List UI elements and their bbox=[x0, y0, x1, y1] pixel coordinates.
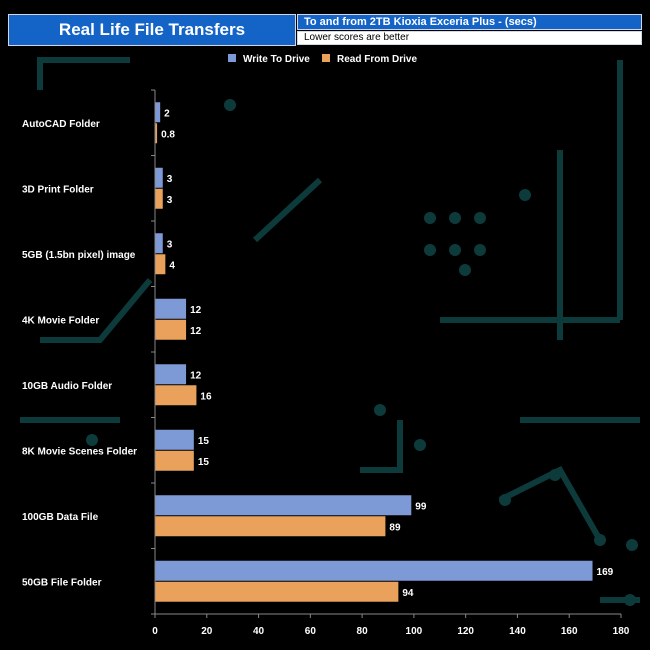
legend-swatch bbox=[322, 54, 330, 62]
x-tick-label: 180 bbox=[613, 626, 630, 637]
bar bbox=[155, 364, 187, 385]
bar bbox=[155, 188, 163, 209]
x-tick-label: 40 bbox=[253, 626, 265, 637]
data-label: 12 bbox=[190, 305, 202, 316]
data-label: 0.8 bbox=[161, 129, 175, 140]
bar bbox=[155, 516, 386, 537]
data-label: 4 bbox=[169, 260, 175, 271]
category-label: 4K Movie Folder bbox=[22, 315, 99, 326]
x-axis: 0 20 40 60 80 100 120 140 160 180 bbox=[151, 89, 630, 637]
data-label: 3 bbox=[167, 195, 173, 206]
category-label: 50GB File Folder bbox=[22, 577, 102, 588]
category-labels: AutoCAD Folder 3D Print Folder 5GB (1.5bn … bbox=[22, 119, 137, 589]
circuit-background bbox=[20, 57, 640, 606]
data-label: 3 bbox=[167, 174, 173, 185]
circuit-trace bbox=[360, 420, 403, 473]
data-label: 16 bbox=[200, 391, 212, 402]
x-tick-label: 60 bbox=[305, 626, 317, 637]
circuit-node bbox=[549, 469, 561, 481]
data-label: 12 bbox=[190, 370, 202, 381]
category-label: 100GB Data File bbox=[22, 512, 99, 523]
category-label: 3D Print Folder bbox=[22, 184, 94, 195]
category-label: 5GB (1.5bn pixel) image bbox=[22, 250, 136, 261]
bar bbox=[155, 450, 194, 471]
data-label: 89 bbox=[389, 522, 401, 533]
x-tick-label: 100 bbox=[406, 626, 423, 637]
circuit-node bbox=[449, 212, 461, 224]
circuit-node bbox=[459, 264, 471, 276]
bar bbox=[155, 254, 166, 275]
circuit-trace bbox=[40, 278, 153, 343]
circuit-node bbox=[626, 539, 638, 551]
circuit-node bbox=[474, 212, 486, 224]
circuit-trace bbox=[37, 57, 130, 90]
circuit-node bbox=[594, 534, 606, 546]
x-tick-label: 120 bbox=[457, 626, 474, 637]
data-label: 169 bbox=[597, 567, 614, 578]
circuit-node bbox=[424, 244, 436, 256]
category-label: 8K Movie Scenes Folder bbox=[22, 446, 137, 457]
category-label: AutoCAD Folder bbox=[22, 119, 100, 130]
circuit-node bbox=[86, 434, 98, 446]
circuit-node bbox=[624, 594, 636, 606]
bar bbox=[155, 233, 163, 254]
circuit-node bbox=[374, 404, 386, 416]
data-label: 2 bbox=[164, 108, 170, 119]
data-label: 15 bbox=[198, 436, 210, 447]
circuit-node bbox=[474, 244, 486, 256]
data-label: 3 bbox=[167, 239, 173, 250]
data-label: 12 bbox=[190, 326, 202, 337]
bar bbox=[155, 102, 161, 123]
circuit-trace bbox=[498, 466, 603, 542]
bar bbox=[155, 298, 187, 319]
legend-label: Write To Drive bbox=[243, 54, 310, 65]
legend-label: Read From Drive bbox=[337, 54, 417, 65]
circuit-node bbox=[424, 212, 436, 224]
x-tick-label: 160 bbox=[561, 626, 578, 637]
x-tick-label: 80 bbox=[357, 626, 369, 637]
circuit-node bbox=[414, 439, 426, 451]
data-label: 15 bbox=[198, 457, 210, 468]
bar bbox=[155, 429, 194, 450]
chart-title: Real Life File Transfers bbox=[8, 14, 296, 46]
category-label: 10GB Audio Folder bbox=[22, 381, 112, 392]
data-label: 99 bbox=[415, 501, 427, 512]
chart-subtitle: To and from 2TB Kioxia Exceria Plus - (s… bbox=[297, 14, 642, 30]
circuit-node bbox=[519, 189, 531, 201]
bar bbox=[155, 560, 593, 581]
chart-note: Lower scores are better bbox=[297, 31, 642, 45]
x-tick-label: 20 bbox=[201, 626, 213, 637]
circuit-trace bbox=[252, 177, 323, 243]
bar bbox=[155, 167, 163, 188]
bar bbox=[155, 581, 399, 602]
bar bbox=[155, 385, 197, 406]
x-tick-label: 140 bbox=[509, 626, 526, 637]
legend-swatch bbox=[228, 54, 236, 62]
bar bbox=[155, 319, 187, 340]
circuit-node bbox=[449, 244, 461, 256]
bars-layer: 2 0.8 3 3 3 4 12 12 12 16 15 15 99 89 169 94 bbox=[155, 102, 614, 602]
data-label: 94 bbox=[402, 588, 414, 599]
legend: Write To Drive Read From Drive bbox=[228, 54, 417, 65]
bar bbox=[155, 495, 412, 516]
x-tick-label: 0 bbox=[152, 626, 158, 637]
circuit-node bbox=[224, 99, 236, 111]
bar bbox=[155, 123, 158, 144]
circuit-node bbox=[499, 494, 511, 506]
